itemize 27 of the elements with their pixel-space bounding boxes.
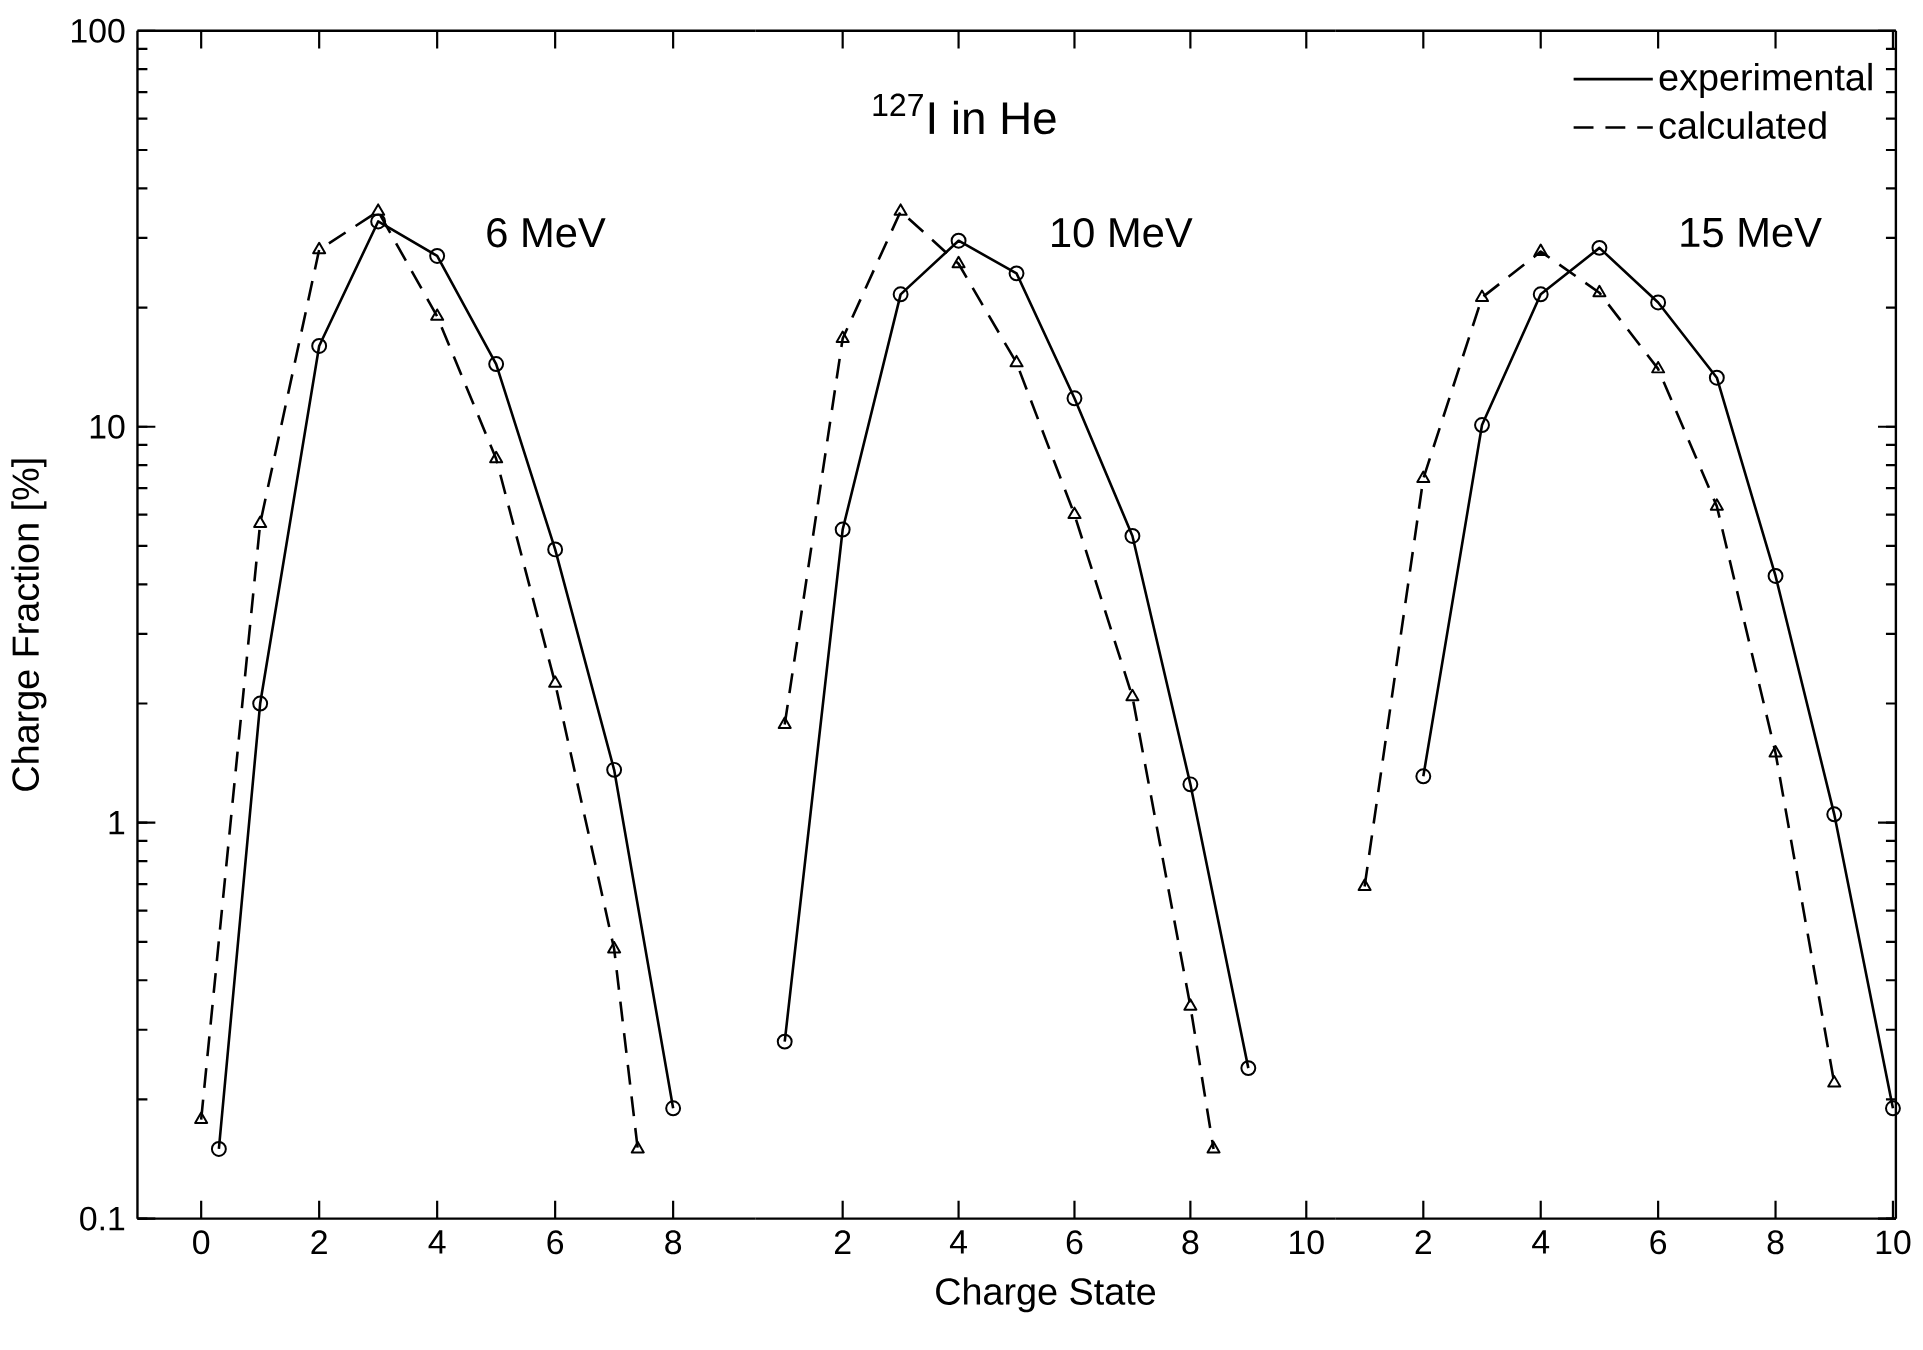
annotation: $^{127}$I in He [873,93,1056,135]
y-axis-title: Charge Fraction [%] [11,459,47,791]
y-tick-label: 10 [90,414,125,439]
x-tick-label: 2 [311,1230,327,1254]
x-tick-label: 4 [428,1230,446,1254]
x-tick-label: 2 [834,1230,851,1254]
x-tick-label: 0 [193,1230,210,1255]
x-tick-label: 8 [665,1230,682,1255]
x-tick-label: 6 [1650,1230,1667,1255]
x-tick-label: 8 [1767,1230,1784,1255]
text: 10 MeV [1052,217,1193,248]
x-tick-label: 10 [1290,1230,1324,1255]
text: 6 MeV [487,217,606,248]
x-tick-label: 6 [1066,1230,1083,1255]
text: 15 MeV [1681,218,1822,248]
legend-label: calculated [1659,111,1826,140]
x-tick-label: 8 [1182,1230,1199,1255]
x-tick-label: 4 [1532,1230,1550,1254]
y-tick-label: 100 [72,18,125,43]
y-tick-label: 0.1 [80,1206,125,1231]
x-tick-label: 2 [1415,1230,1431,1254]
x-axis-title: Charge State [936,1277,1156,1313]
x-tick-label: 6 [547,1230,564,1255]
x-tick-label: 10 [1876,1230,1911,1255]
x-tick-label: 4 [949,1230,967,1254]
legend-label: experimental [1659,62,1872,99]
y-tick-label: 1 [109,811,125,835]
